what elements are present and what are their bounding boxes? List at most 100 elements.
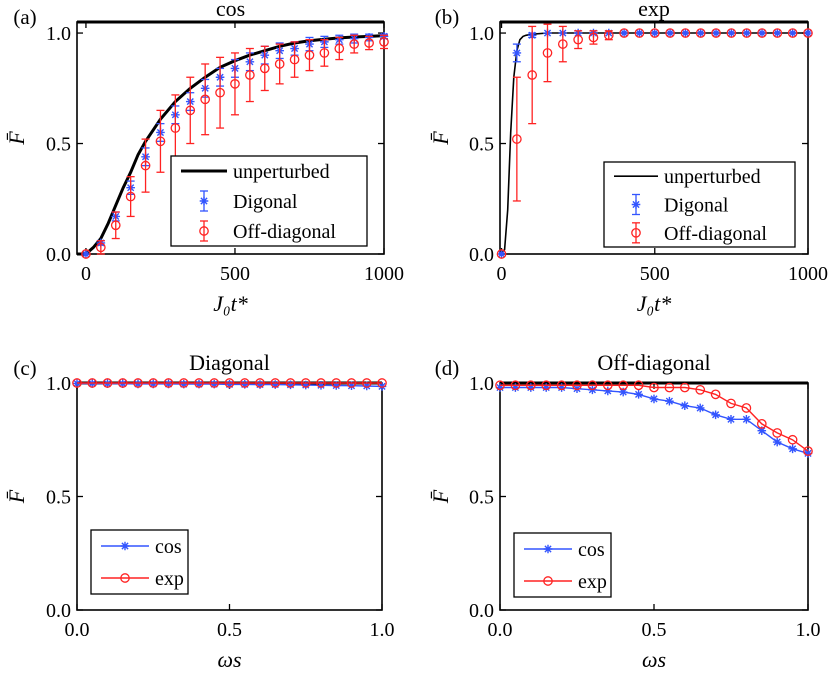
data-point: [711, 410, 720, 420]
legend-label: unperturbed: [233, 161, 330, 183]
data-point: [495, 383, 505, 392]
data-point: [803, 28, 813, 38]
data-point: [270, 380, 280, 389]
data-point: [742, 415, 751, 424]
data-point: [603, 386, 613, 396]
data-point: [510, 380, 521, 391]
data-point: [556, 380, 567, 391]
x-tick-label: 0.0: [65, 619, 90, 641]
y-axis-label: F̄: [428, 489, 453, 504]
series-off-diagonal: [81, 34, 389, 259]
legend-marker: [199, 196, 209, 206]
data-point: [285, 378, 296, 388]
x-tick-label: 1.0: [796, 619, 821, 641]
y-tick-label: 1.0: [46, 23, 71, 45]
legend-marker: [199, 226, 209, 236]
data-point: [225, 380, 234, 389]
x-tick-label: 1.0: [370, 619, 395, 641]
data-point: [618, 380, 629, 391]
data-point: [772, 28, 783, 38]
x-tick-label: 0.5: [642, 619, 667, 641]
data-point: [526, 383, 536, 392]
panel-title: Off-diagonal: [597, 350, 710, 375]
series-line: [500, 384, 809, 452]
data-point: [757, 28, 767, 38]
y-tick-label: 0.5: [469, 134, 494, 156]
series-exp: [495, 380, 813, 456]
data-point: [245, 70, 255, 80]
data-point: [496, 249, 507, 259]
data-point: [803, 446, 813, 456]
data-point: [361, 378, 372, 388]
data-point: [741, 28, 752, 38]
data-point: [772, 437, 782, 447]
y-tick-label: 0.5: [46, 134, 71, 156]
legend-label: exp: [155, 568, 184, 590]
data-point: [726, 398, 736, 409]
data-point: [194, 378, 204, 388]
data-point: [209, 379, 219, 389]
y-tick-label: 1.0: [469, 373, 494, 395]
data-point: [696, 28, 706, 38]
data-point: [364, 38, 374, 48]
data-point: [215, 87, 225, 98]
data-point: [133, 378, 143, 388]
data-point: [541, 380, 552, 391]
data-point: [665, 28, 675, 38]
y-tick-label: 0.0: [469, 244, 494, 266]
legend-marker: [120, 541, 130, 551]
data-point: [170, 123, 181, 133]
legend-box: [513, 532, 612, 598]
data-point: [304, 50, 315, 60]
data-point: [542, 48, 553, 58]
data-point: [300, 378, 311, 388]
data-point: [347, 381, 356, 391]
data-point: [788, 28, 797, 38]
y-axis-label: F̄: [428, 131, 453, 146]
data-point: [102, 378, 113, 388]
data-point: [726, 415, 736, 424]
data-point: [741, 403, 752, 413]
panel-title: Diagonal: [189, 350, 270, 375]
data-point: [649, 28, 660, 38]
data-point: [316, 380, 326, 390]
data-point: [349, 39, 360, 49]
y-axis-label: F̄: [4, 131, 29, 146]
x-axis-label: J₀t*: [213, 291, 248, 316]
data-point: [680, 28, 691, 38]
data-point: [240, 380, 250, 389]
legend-label: exp: [578, 571, 607, 593]
x-axis-label: ωs: [642, 647, 666, 672]
x-tick-label: 1000: [788, 263, 828, 285]
data-point: [711, 28, 721, 38]
data-point: [757, 28, 767, 38]
data-point: [117, 378, 128, 388]
data-point: [727, 28, 736, 38]
data-point: [634, 390, 643, 399]
data-point: [274, 59, 285, 69]
y-tick-label: 0.5: [469, 487, 494, 509]
data-point: [756, 419, 767, 429]
data-point: [379, 37, 389, 47]
data-point: [726, 28, 737, 38]
data-point: [148, 378, 159, 388]
data-point: [557, 383, 566, 392]
data-point: [541, 383, 551, 392]
data-point: [634, 28, 645, 38]
data-point: [377, 382, 387, 391]
panel-letter: (b): [435, 5, 460, 29]
data-point: [803, 28, 813, 38]
panel-title: exp: [638, 0, 670, 21]
x-tick-label: 0: [81, 263, 91, 285]
data-point: [635, 28, 644, 38]
data-point: [695, 28, 706, 38]
data-point: [87, 378, 98, 388]
x-tick-label: 0: [497, 263, 507, 285]
legend-label: Digonal: [233, 191, 298, 213]
data-point: [497, 249, 506, 259]
y-tick-label: 1.0: [46, 373, 71, 395]
x-tick-label: 1000: [364, 263, 404, 285]
data-point: [286, 380, 295, 390]
data-point: [239, 378, 250, 388]
